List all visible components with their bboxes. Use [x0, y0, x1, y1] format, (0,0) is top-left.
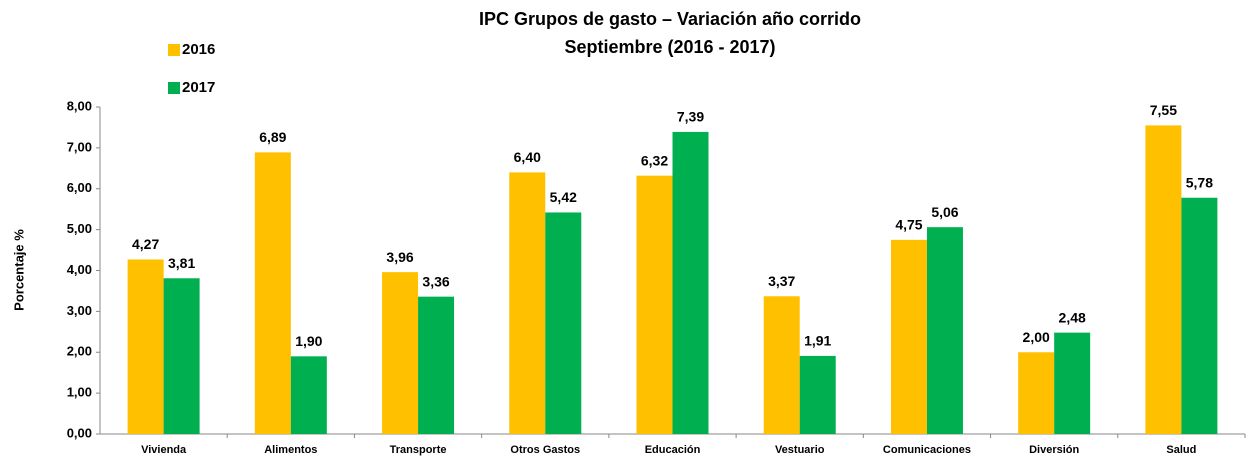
legend-swatch [168, 82, 180, 94]
bar [127, 259, 164, 434]
bar [163, 278, 200, 434]
legend-label: 2016 [182, 41, 215, 58]
value-label: 1,91 [804, 333, 831, 349]
bar [672, 131, 709, 434]
value-label: 5,06 [931, 204, 958, 220]
value-label: 6,32 [641, 152, 668, 168]
value-label: 3,96 [386, 249, 413, 265]
value-label: 2,00 [1023, 329, 1050, 345]
bar [509, 172, 546, 434]
value-label: 4,27 [132, 236, 159, 252]
value-label: 7,55 [1150, 102, 1177, 118]
x-tick-label: Salud [1166, 444, 1196, 456]
value-label: 5,42 [550, 189, 577, 205]
chart-title: IPC Grupos de gasto – Variación año corr… [479, 9, 861, 29]
bar [1145, 125, 1182, 435]
bar [799, 355, 836, 434]
value-label: 4,75 [895, 217, 922, 233]
x-tick-label: Educación [645, 444, 701, 456]
bar [1181, 197, 1218, 434]
y-tick-label: 1,00 [67, 385, 92, 400]
bar [254, 152, 291, 434]
bar [890, 239, 927, 434]
bar [1018, 352, 1055, 434]
x-tick-label: Otros Gastos [510, 444, 580, 456]
bar [418, 296, 455, 434]
value-label: 6,40 [514, 149, 541, 165]
value-label: 6,89 [259, 129, 286, 145]
value-label: 2,48 [1059, 309, 1086, 325]
x-tick-label: Alimentos [264, 444, 317, 456]
value-label: 7,39 [677, 109, 704, 125]
value-label: 3,37 [768, 273, 795, 289]
bar [763, 296, 800, 434]
bar [290, 356, 327, 434]
y-tick-label: 7,00 [67, 139, 92, 154]
bar [926, 227, 963, 434]
bar [636, 175, 673, 435]
y-tick-label: 2,00 [67, 344, 92, 359]
y-axis-label: Porcentaje % [11, 229, 26, 311]
y-tick-label: 8,00 [67, 98, 92, 113]
value-label: 1,90 [295, 333, 322, 349]
legend-swatch [168, 44, 180, 56]
y-tick-label: 4,00 [67, 262, 92, 277]
value-label: 3,36 [422, 273, 449, 289]
x-tick-label: Transporte [390, 444, 447, 456]
y-tick-label: 6,00 [67, 180, 92, 195]
x-tick-label: Vestuario [775, 444, 825, 456]
chart-subtitle: Septiembre (2016 - 2017) [564, 37, 775, 57]
x-tick-label: Diversión [1029, 444, 1079, 456]
bar [545, 212, 582, 434]
x-tick-label: Vivienda [141, 444, 187, 456]
y-tick-label: 5,00 [67, 221, 92, 236]
value-label: 3,81 [168, 255, 195, 271]
bar [1054, 332, 1091, 434]
y-tick-label: 0,00 [67, 425, 92, 440]
bar [382, 272, 419, 434]
y-tick-label: 3,00 [67, 303, 92, 318]
value-label: 5,78 [1186, 174, 1213, 190]
x-tick-label: Comunicaciones [883, 444, 971, 456]
legend-label: 2017 [182, 79, 215, 96]
